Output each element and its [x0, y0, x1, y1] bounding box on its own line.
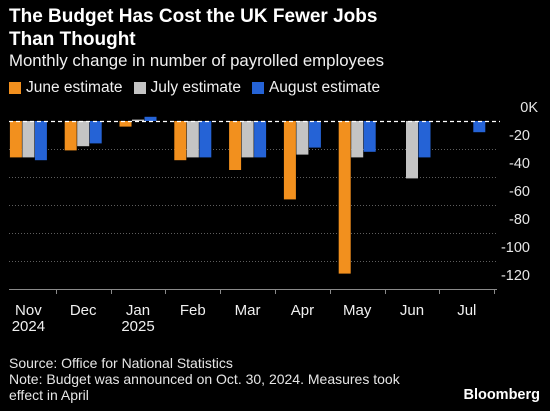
x-tick-label-nov: Nov [15, 302, 42, 319]
bar-june-estimate-dec [64, 121, 77, 151]
y-tick-label: -60 [509, 184, 530, 200]
y-tick-label: -20 [509, 128, 530, 144]
y-tick-label: -100 [501, 240, 530, 256]
bar-july-estimate-apr [296, 121, 309, 155]
bar-august-estimate-mar [254, 121, 267, 158]
x-tick-label-apr: Apr [291, 302, 314, 319]
x-tick-label-may: May [343, 302, 372, 319]
legend-item-july-estimate: July estimate [133, 79, 241, 97]
bar-july-estimate-jun [406, 121, 418, 179]
y-tick-label: -80 [509, 212, 530, 228]
bar-july-estimate-nov [22, 121, 35, 158]
legend-label: June estimate [26, 79, 123, 96]
legend-swatch-june-estimate [9, 82, 21, 94]
legend-item-june-estimate: June estimate [9, 79, 123, 97]
x-tick-year-2024: 2024 [12, 318, 45, 335]
bar-july-estimate-may [351, 121, 364, 158]
bar-july-estimate-jan [132, 119, 144, 121]
bar-august-estimate-feb [199, 121, 212, 158]
bar-june-estimate-nov [9, 121, 22, 158]
source-text: Source: Office for National Statistics [9, 355, 233, 371]
y-tick-label: -120 [501, 268, 530, 284]
x-tick-year-2025: 2025 [121, 318, 154, 335]
bar-august-estimate-dec [89, 121, 102, 144]
y-tick-label: -40 [509, 156, 530, 172]
x-tick-label-dec: Dec [70, 302, 97, 319]
note-text: Note: Budget was announced on Oct. 30, 2… [9, 371, 400, 403]
bar-june-estimate-may [338, 121, 351, 274]
bar-june-estimate-jan [119, 121, 132, 127]
chart-title: The Budget Has Cost the UK Fewer Jobs Th… [9, 6, 378, 50]
chart-subtitle: Monthly change in number of payrolled em… [9, 51, 384, 70]
x-tick-label-jul: Jul [457, 302, 476, 319]
legend: June estimate July estimate August estim… [9, 79, 391, 97]
x-tick-label-feb: Feb [180, 302, 206, 319]
x-tick-label-mar: Mar [235, 302, 261, 319]
bar-august-estimate-nov [34, 121, 47, 161]
bar-august-estimate-apr [308, 121, 321, 148]
x-tick-label-jan: Jan [126, 302, 150, 319]
bar-june-estimate-feb [174, 121, 187, 161]
legend-label: August estimate [268, 79, 381, 96]
bloomberg-logo: Bloomberg [463, 387, 540, 403]
legend-swatch-july-estimate [133, 82, 146, 94]
bar-august-estimate-may [363, 121, 376, 152]
bar-june-estimate-mar [229, 121, 242, 170]
x-tick-label-jun: Jun [400, 302, 424, 319]
bar-july-estimate-mar [241, 121, 254, 158]
bar-july-estimate-dec [77, 121, 90, 147]
bar-june-estimate-apr [283, 121, 296, 200]
bar-august-estimate-jul [473, 121, 486, 133]
bar-august-estimate-jun [418, 121, 431, 158]
legend-item-august-estimate: August estimate [251, 79, 381, 97]
bar-july-estimate-feb [186, 121, 199, 158]
legend-label: July estimate [150, 79, 241, 96]
legend-swatch-august-estimate [251, 82, 264, 94]
bar-august-estimate-jan [144, 116, 157, 121]
y-tick-label: 0K [520, 100, 538, 116]
